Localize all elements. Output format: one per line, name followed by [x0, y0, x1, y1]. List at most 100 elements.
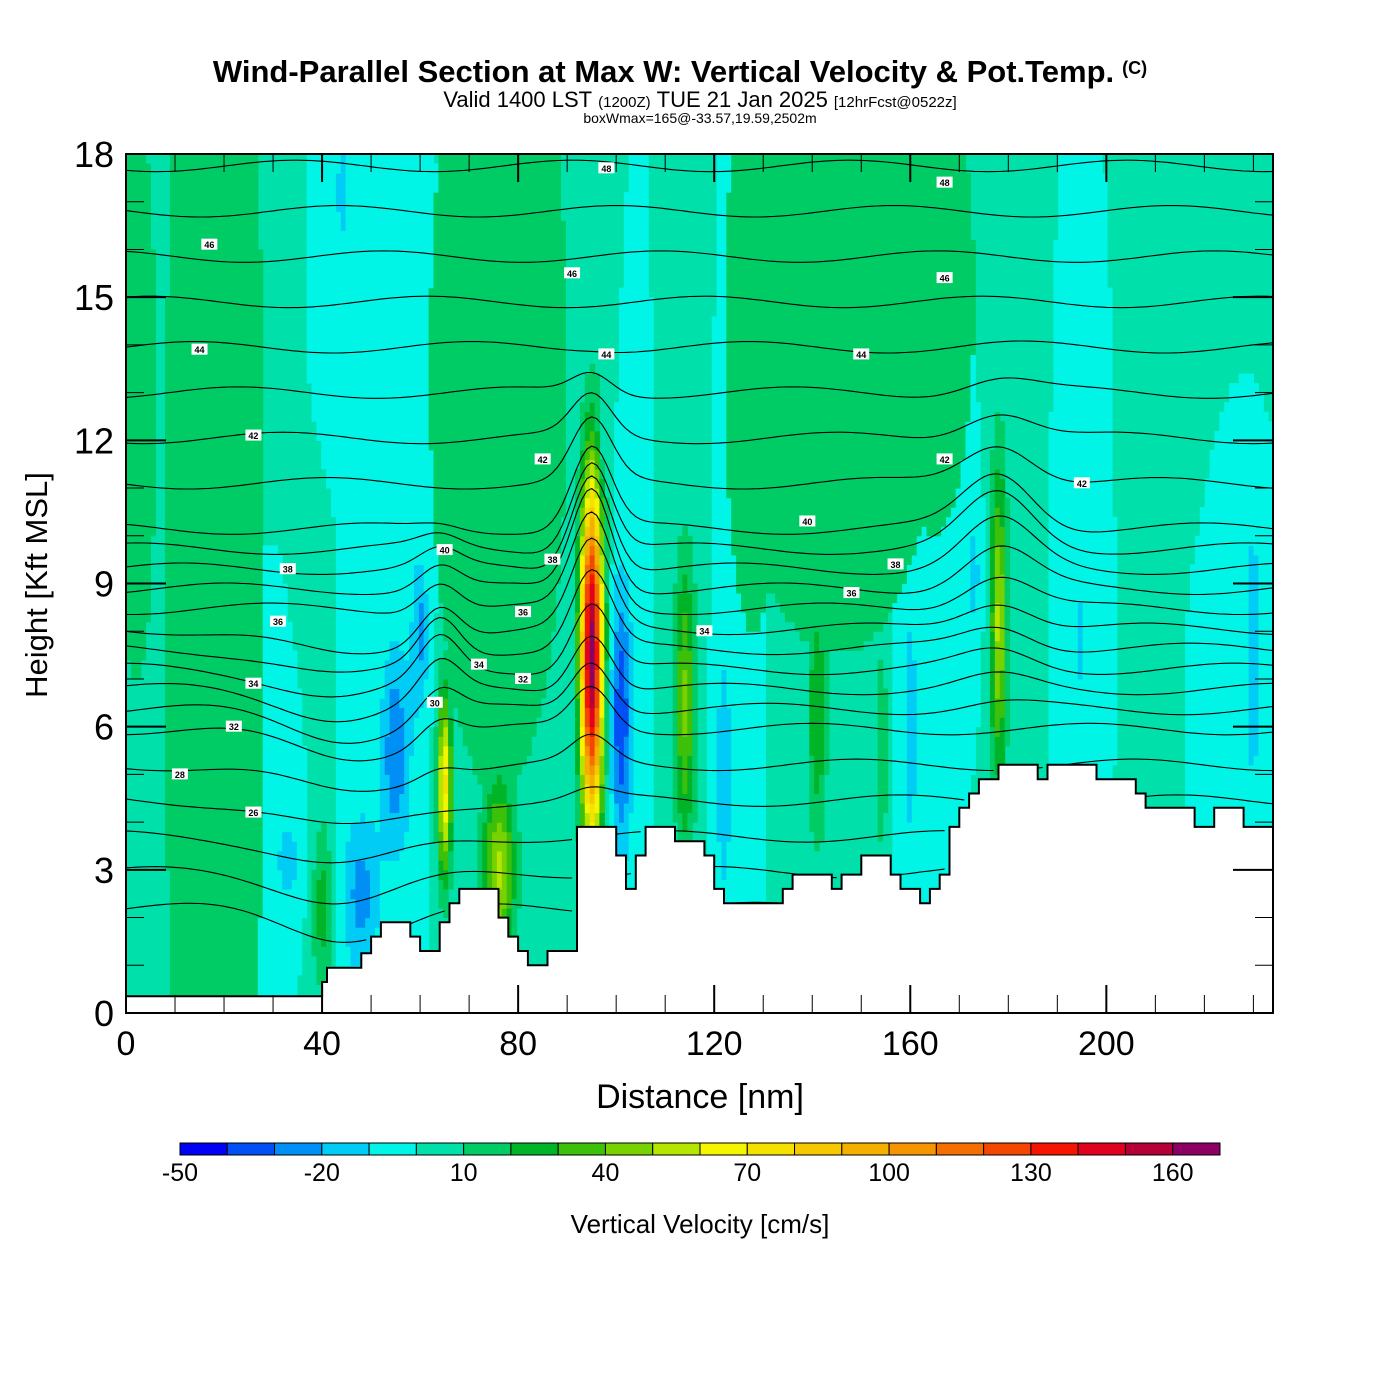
w-cell — [438, 669, 547, 680]
w-cell — [892, 707, 908, 718]
w-cell — [824, 678, 830, 689]
w-cell — [579, 478, 586, 489]
w-cell — [584, 411, 596, 422]
w-cell — [165, 631, 264, 642]
w-cell — [443, 879, 449, 890]
w-cell — [633, 698, 654, 709]
w-cell — [584, 783, 591, 794]
w-cell — [126, 182, 151, 193]
w-cell — [628, 831, 654, 842]
w-cell — [619, 325, 654, 336]
w-cell — [682, 612, 688, 623]
w-cell — [579, 621, 586, 632]
w-cell — [916, 698, 981, 709]
w-cell — [428, 631, 435, 642]
contour-label: 46 — [564, 267, 581, 279]
w-cell — [589, 726, 596, 737]
w-cell — [126, 373, 156, 384]
w-cell — [126, 535, 151, 546]
w-cell — [496, 822, 503, 833]
w-cell — [262, 898, 308, 909]
w-cell — [438, 745, 444, 756]
w-cell — [682, 621, 688, 632]
w-cell — [262, 803, 308, 814]
w-cell — [970, 392, 976, 403]
y-tick-label: 3 — [94, 850, 114, 891]
w-cell — [126, 173, 151, 184]
w-cell — [433, 831, 439, 842]
theta-contour-27 — [126, 830, 945, 864]
w-cell — [604, 593, 610, 604]
w-cell — [438, 163, 561, 174]
w-cell — [169, 879, 264, 890]
w-cell — [741, 602, 766, 613]
w-cell — [575, 764, 581, 775]
w-cell — [414, 602, 420, 613]
w-cell — [706, 698, 722, 709]
w-cell — [609, 783, 615, 794]
w-cell — [619, 678, 625, 689]
w-cell — [477, 860, 483, 871]
w-cell — [316, 965, 327, 976]
w-cell — [809, 698, 825, 709]
w-cell — [579, 564, 586, 575]
w-cell — [496, 850, 503, 861]
y-tick-label: 6 — [94, 707, 114, 748]
w-cell — [726, 869, 766, 880]
w-cell — [282, 879, 293, 890]
w-cell — [619, 344, 654, 355]
contour-label-text: 36 — [518, 608, 528, 618]
w-cell — [345, 192, 435, 203]
w-cell — [989, 574, 996, 585]
w-cell — [1185, 640, 1250, 651]
w-cell — [633, 688, 654, 699]
w-cell — [614, 507, 654, 518]
colorbar-box — [794, 1142, 843, 1156]
w-cell — [994, 717, 1001, 728]
w-cell — [306, 182, 337, 193]
w-cell — [589, 783, 596, 794]
w-cell — [1194, 535, 1273, 546]
w-cell — [594, 421, 601, 432]
w-cell — [516, 860, 522, 871]
w-cell — [623, 201, 649, 212]
w-cell — [809, 812, 825, 823]
w-cell — [345, 860, 356, 871]
w-cell — [575, 535, 581, 546]
w-cell — [126, 278, 156, 289]
w-cell — [614, 554, 654, 565]
w-cell — [443, 736, 449, 747]
w-cell — [126, 249, 156, 260]
w-cell — [409, 793, 430, 804]
w-cell — [999, 621, 1006, 632]
w-cell — [609, 659, 615, 670]
w-cell — [262, 841, 283, 852]
w-cell — [731, 507, 952, 518]
w-cell — [1058, 163, 1103, 174]
w-cell — [584, 678, 591, 689]
w-cell — [257, 965, 303, 976]
w-cell — [340, 220, 347, 231]
w-cell — [575, 783, 581, 794]
w-cell — [262, 650, 298, 661]
w-cell — [623, 678, 630, 689]
w-cell — [316, 927, 327, 938]
w-cell — [496, 879, 503, 890]
w-cell — [975, 583, 986, 594]
w-cell — [672, 717, 679, 728]
w-cell — [1258, 564, 1273, 575]
colorbar-box — [510, 1142, 559, 1156]
w-cell — [1048, 736, 1118, 747]
w-cell — [379, 745, 386, 756]
w-cell — [1248, 602, 1259, 613]
w-cell — [169, 936, 259, 947]
w-cell — [335, 640, 391, 651]
w-cell — [501, 879, 508, 890]
w-cell — [428, 354, 566, 365]
w-cell — [448, 879, 454, 890]
w-cell — [989, 745, 996, 756]
w-cell — [1048, 745, 1118, 756]
w-cell — [379, 764, 386, 775]
w-cell — [1048, 449, 1113, 460]
